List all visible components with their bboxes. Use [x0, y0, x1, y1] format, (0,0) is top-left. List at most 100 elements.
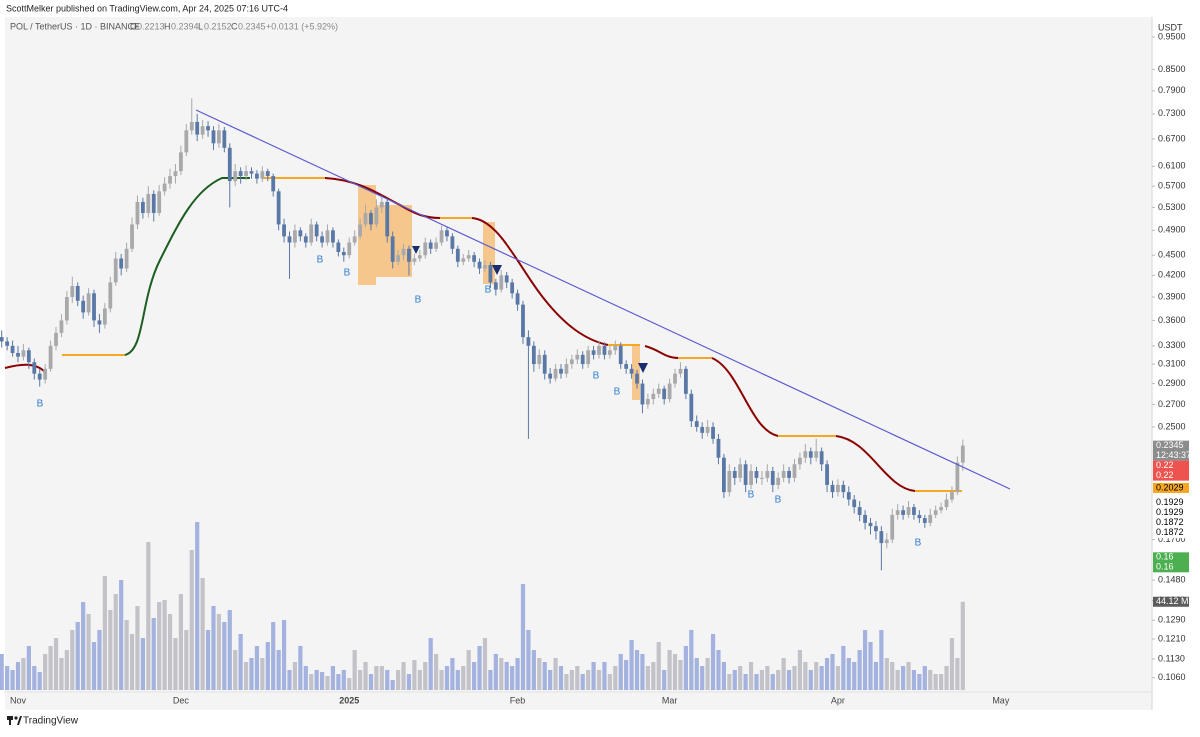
- buy-label: B: [614, 387, 621, 398]
- buy-label: B: [37, 399, 44, 410]
- candle-body: [265, 171, 270, 177]
- volume-bar: [276, 650, 281, 690]
- candle-body: [656, 388, 661, 394]
- candle-body: [879, 531, 884, 544]
- volume-bar: [624, 660, 629, 690]
- y-tick-label: 0.8500: [1158, 64, 1186, 74]
- volume-bar: [167, 614, 173, 690]
- price-badge-sub: 12:43:37: [1156, 450, 1191, 460]
- volume-bar: [184, 630, 189, 690]
- axis-layer: 0.9500 0.8500 0.7900 0.7300 0.6700 0.6100 0.57…: [10, 31, 1191, 705]
- zone: [358, 185, 376, 285]
- candle-body: [168, 176, 172, 184]
- volume-bar: [140, 638, 145, 690]
- volume-bar: [510, 666, 515, 690]
- volume-bar: [249, 658, 254, 690]
- candle-body: [857, 507, 862, 515]
- volume-bar: [586, 670, 591, 690]
- volume-bar: [59, 658, 64, 690]
- candle-body: [700, 426, 705, 433]
- candle-body: [390, 236, 395, 262]
- candle-body: [694, 421, 699, 427]
- corner: [1152, 710, 1200, 732]
- volume-bar: [135, 606, 140, 690]
- candle-body: [895, 510, 900, 515]
- y-tick-label: 0.7900: [1158, 85, 1186, 95]
- buy-label: B: [775, 495, 782, 506]
- candle-body: [325, 230, 330, 243]
- candle-body: [26, 350, 31, 363]
- candle-body: [722, 457, 726, 493]
- buy-label: B: [415, 295, 422, 306]
- volume-bar: [814, 662, 819, 690]
- volume-bar: [667, 650, 672, 690]
- volume-bar: [162, 600, 167, 690]
- candle-body: [64, 297, 69, 321]
- volume-bar: [732, 670, 737, 690]
- volume-bar: [922, 666, 927, 690]
- volume-bar: [205, 630, 211, 690]
- candle-body: [602, 345, 607, 355]
- volume-bar: [43, 654, 48, 690]
- candle-body: [673, 373, 677, 384]
- candle-body: [770, 471, 775, 485]
- price-badge-value: 0.1872: [1156, 517, 1184, 527]
- candle-body: [515, 293, 520, 305]
- candle-body: [808, 451, 813, 458]
- volume-bar: [146, 542, 151, 690]
- price-badge-value: 0.2345: [1156, 440, 1184, 450]
- volume-bar: [607, 674, 612, 690]
- candle-body: [944, 499, 949, 508]
- volume-bar: [949, 638, 955, 690]
- candle-body: [341, 251, 346, 256]
- volume-bar: [906, 662, 911, 690]
- x-tick-label: Nov: [10, 695, 27, 705]
- stop-line: [4, 363, 46, 373]
- candle-body: [314, 224, 319, 237]
- candle-body: [922, 518, 927, 523]
- candle-body: [906, 507, 911, 515]
- volume-bar: [526, 630, 531, 690]
- volume-bar: [629, 640, 634, 690]
- volume-bar: [520, 584, 526, 690]
- trailing-stop: [4, 177, 962, 492]
- volume-bar: [955, 658, 960, 690]
- candle-body: [917, 514, 922, 519]
- legend-value: 0.2394: [171, 21, 199, 31]
- candle-body: [21, 350, 26, 357]
- candle-body: [320, 236, 324, 243]
- candle-body: [233, 171, 238, 182]
- brand-logo: [14, 716, 18, 720]
- candle-body: [743, 464, 748, 485]
- candle-body: [716, 438, 721, 458]
- volume-bar: [21, 658, 26, 690]
- volume-bar: [884, 658, 889, 690]
- x-tick-label: Feb: [510, 695, 526, 705]
- price-badge: [1153, 482, 1189, 493]
- brand-logo: [9, 716, 11, 725]
- candle-body: [54, 332, 58, 346]
- y-tick-label: 0.4500: [1158, 250, 1186, 260]
- candle-body: [738, 464, 743, 478]
- candle-body: [645, 399, 650, 405]
- volume-bar: [808, 670, 813, 690]
- candle-body: [331, 230, 335, 243]
- candle-body: [298, 230, 303, 237]
- volume-bar: [91, 642, 97, 690]
- y-tick-label: 0.6100: [1158, 161, 1186, 171]
- candle-body: [385, 201, 390, 237]
- candle-body: [597, 345, 601, 355]
- candle-body: [836, 484, 840, 493]
- volume-bar: [265, 642, 270, 690]
- candle-body: [607, 350, 612, 355]
- candle-body: [303, 236, 308, 243]
- volume-bar: [890, 662, 895, 690]
- y-tick-label: 0.2900: [1158, 378, 1186, 388]
- stop-line: [471, 217, 609, 346]
- candle-body: [276, 191, 281, 225]
- buy-label: B: [915, 538, 922, 549]
- volume-bar: [439, 670, 444, 690]
- brand: TradingView: [7, 716, 79, 727]
- candle-body: [108, 282, 113, 309]
- volume-bar: [108, 610, 113, 690]
